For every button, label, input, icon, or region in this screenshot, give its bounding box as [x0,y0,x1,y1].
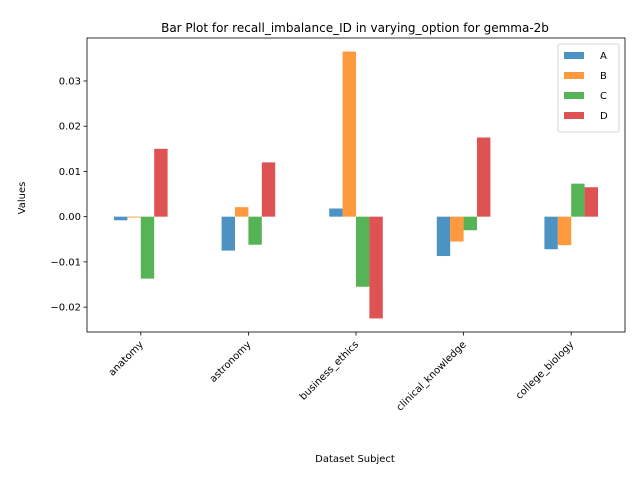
bar-D-astronomy [261,162,276,217]
y-axis-label: Values [17,182,28,215]
bar-B-anatomy [127,216,141,218]
legend-label-A: A [600,51,607,62]
x-tick-label: clinical_knowledge [395,339,469,413]
bar-A-astronomy [221,216,235,251]
bar-D-clinical_knowledge [477,137,491,217]
bar-B-clinical_knowledge [450,216,464,242]
y-tick-label: −0.02 [50,303,81,314]
bar-C-anatomy [140,216,155,279]
x-tick-label: business_ethics [298,339,361,402]
bar-B-college_biology [557,216,572,246]
bar-D-college_biology [584,187,598,217]
y-tick-label: −0.01 [50,257,81,268]
y-tick-label: 0.01 [59,167,81,178]
legend-swatch-A [564,52,584,59]
x-axis-label: Dataset Subject [315,454,395,465]
legend-swatch-B [564,72,584,79]
bar-C-business_ethics [356,216,370,287]
bar-B-business_ethics [342,51,356,217]
legend-box [557,43,620,133]
x-axis: anatomy astronomy business_ethics clinical_… [107,332,576,413]
bar-A-clinical_knowledge [436,216,451,257]
y-axis: −0.02 −0.01 0.00 0.01 0.02 0.03 [50,76,87,314]
legend-label-B: B [600,71,607,82]
bar-B-astronomy [235,207,249,217]
legend-swatch-C [564,92,584,99]
legend-swatch-D [564,112,584,119]
bar-A-business_ethics [329,208,343,217]
bar-C-clinical_knowledge [463,216,477,231]
bar-C-astronomy [248,216,262,245]
bar-D-anatomy [154,148,168,217]
chart-title: Bar Plot for recall_imbalance_ID in vary… [161,21,549,35]
y-tick-label: 0.00 [59,212,81,223]
legend-label-C: C [600,91,607,102]
x-tick-label: anatomy [107,339,146,378]
plot-frame [86,37,626,333]
y-tick-label: 0.03 [59,76,81,87]
bar-A-anatomy [114,216,128,221]
bar-D-business_ethics [369,216,383,319]
bar-A-college_biology [544,216,558,250]
x-tick-label: college_biology [514,339,576,401]
x-tick-label: astronomy [208,339,254,385]
legend-label-D: D [600,111,608,122]
bar-C-college_biology [571,183,585,217]
y-tick-label: 0.02 [59,122,81,133]
bars-group [114,51,598,319]
